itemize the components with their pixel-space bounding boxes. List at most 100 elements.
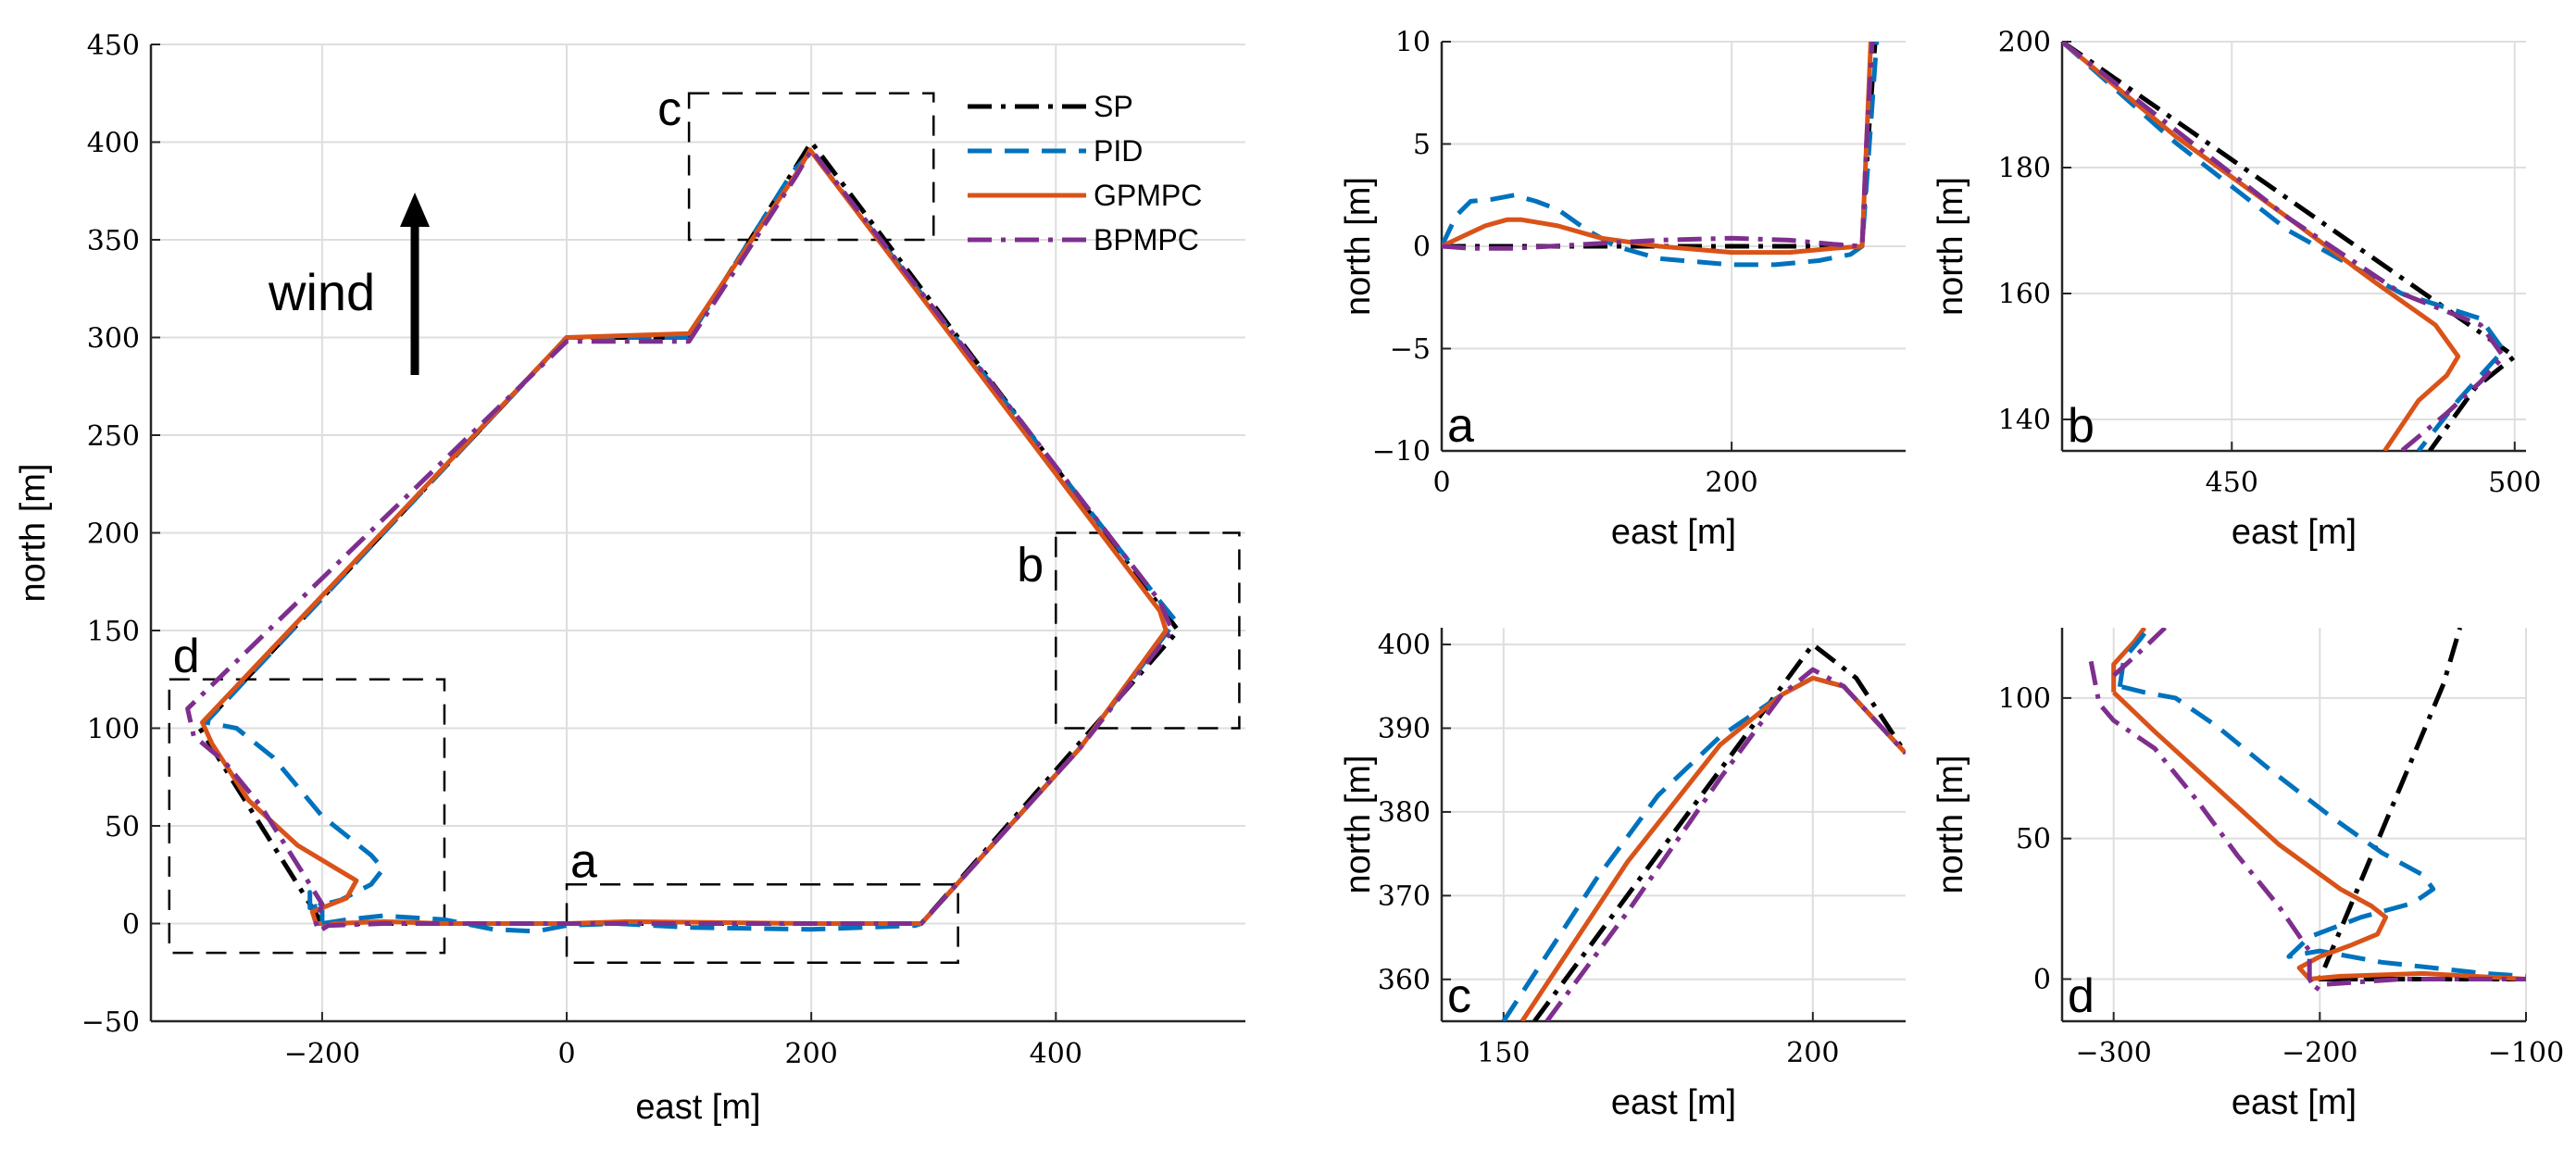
x-tick-label: 0 xyxy=(557,1038,575,1070)
zoom-box-label: d xyxy=(173,630,200,683)
x-tick-label: 500 xyxy=(2488,467,2541,499)
series-line-pid xyxy=(2121,684,2526,979)
chart-main: −200 0 200 400 −50 0 50 100 150 200 250 300 350 400 45… xyxy=(14,30,1245,1127)
series-group xyxy=(2088,628,2526,993)
series-line-gpmpc xyxy=(1442,42,1873,256)
x-tick-label: 400 xyxy=(1030,1038,1082,1070)
legend-label: PID xyxy=(1094,134,1143,168)
y-tick-label: 100 xyxy=(1998,682,2051,715)
y-tick-label: −50 xyxy=(81,1006,140,1039)
series-line-pid xyxy=(2117,628,2151,688)
y-tick-label: 380 xyxy=(1378,796,1431,829)
y-tick-label: 180 xyxy=(1998,153,2051,185)
panel-label-a: a xyxy=(1447,399,1474,453)
y-tick-label: 370 xyxy=(1378,880,1431,913)
series-line-pid xyxy=(1501,675,1906,1021)
wind-label: wind xyxy=(268,263,375,321)
series-line-pid xyxy=(2062,42,2507,451)
y-tick-label: 5 xyxy=(1413,129,1431,161)
zoom-box-c xyxy=(687,92,935,242)
x-tick-label: −200 xyxy=(2282,1037,2357,1069)
y-tick-label: 200 xyxy=(1998,27,2051,59)
y-tick-label: 350 xyxy=(87,225,140,257)
y-axis-label: north [m] xyxy=(1339,177,1378,316)
series-group xyxy=(1501,642,1906,1021)
series-group xyxy=(2062,42,2518,451)
y-tick-label: 0 xyxy=(1413,231,1431,264)
y-tick-label: 50 xyxy=(105,811,140,843)
y-tick-label: 160 xyxy=(1998,279,2051,311)
legend: SP PID GPMPC BPMPC xyxy=(968,90,1202,256)
series-group xyxy=(185,140,1181,934)
wind-arrow-head-icon xyxy=(400,193,430,227)
series-group xyxy=(1442,42,1880,268)
x-axis-label: east [m] xyxy=(1611,513,1736,552)
series-line-gpmpc xyxy=(2062,42,2461,451)
series-line-sp xyxy=(1532,642,1906,1021)
series-line-pid xyxy=(203,149,1179,934)
series-line-pid xyxy=(1442,42,1880,268)
y-tick-label: −5 xyxy=(1390,333,1431,366)
x-tick-label: 200 xyxy=(1786,1037,1839,1069)
series-line-sp xyxy=(2317,628,2526,981)
series-line-gpmpc xyxy=(2111,628,2147,693)
y-tick-label: 360 xyxy=(1378,964,1431,996)
panel-label-c: c xyxy=(1447,969,1471,1023)
series-line-bpmpc xyxy=(185,147,1175,932)
legend-label: SP xyxy=(1094,90,1133,123)
y-tick-label: 0 xyxy=(122,908,140,941)
y-tick-label: 390 xyxy=(1378,713,1431,745)
legend-label: BPMPC xyxy=(1094,223,1199,256)
y-axis-label: north [m] xyxy=(14,464,53,603)
panel-label-d: d xyxy=(2068,969,2095,1023)
y-tick-label: 140 xyxy=(1998,405,2051,437)
series-line-bpmpc xyxy=(2088,660,2526,993)
y-tick-label: 50 xyxy=(2016,823,2051,856)
chart-c: 150 200 360 370 380 390 400 east [m] north [m] c xyxy=(1339,628,1906,1122)
series-line-bpmpc xyxy=(2112,628,2168,678)
zoom-box-b xyxy=(1055,531,1241,730)
y-tick-label: 100 xyxy=(87,713,140,745)
series-line-bpmpc xyxy=(2062,42,2507,451)
zoom-box-label: b xyxy=(1017,539,1044,593)
series-line-bpmpc xyxy=(1442,42,1875,251)
y-tick-label: 200 xyxy=(87,518,140,550)
y-axis-label: north [m] xyxy=(1932,177,1970,316)
chart-b: 450 500 140 160 180 200 east [m] north [m] b xyxy=(1932,27,2541,553)
x-tick-label: −200 xyxy=(284,1038,360,1070)
y-tick-label: 400 xyxy=(87,127,140,159)
zoom-box-label: a xyxy=(570,834,597,888)
y-tick-label: 450 xyxy=(87,30,140,62)
series-line-gpmpc xyxy=(1519,675,1906,1021)
y-tick-label: −10 xyxy=(1372,436,1431,468)
y-axis-label: north [m] xyxy=(1339,756,1378,894)
y-tick-label: 300 xyxy=(87,322,140,355)
y-tick-label: 150 xyxy=(87,616,140,648)
series-line-sp xyxy=(2062,42,2518,451)
x-tick-label: 200 xyxy=(1705,467,1757,499)
y-tick-label: 400 xyxy=(1378,630,1431,662)
chart-d: −300 −200 −100 0 50 100 east [m] north [m] d xyxy=(1932,628,2564,1122)
series-line-gpmpc xyxy=(2111,690,2526,981)
zoom-box-label: c xyxy=(657,82,682,136)
y-tick-label: 10 xyxy=(1395,27,1431,59)
chart-a: 0 200 −10 −5 0 5 10 east [m] north [m] a xyxy=(1339,27,1906,552)
x-tick-label: 0 xyxy=(1432,467,1450,499)
x-tick-label: 200 xyxy=(785,1038,838,1070)
series-line-bpmpc xyxy=(1544,667,1906,1021)
x-axis-label: east [m] xyxy=(2232,1083,2357,1122)
x-tick-label: 150 xyxy=(1477,1037,1530,1069)
legend-label: GPMPC xyxy=(1094,179,1202,212)
x-axis-label: east [m] xyxy=(1611,1083,1736,1122)
x-axis-label: east [m] xyxy=(635,1088,760,1127)
x-axis-label: east [m] xyxy=(2232,513,2357,552)
panel-label-b: b xyxy=(2068,399,2095,453)
x-tick-label: 450 xyxy=(2206,467,2258,499)
wind-annotation: wind xyxy=(268,193,430,375)
zoom-box-d xyxy=(168,678,446,955)
y-tick-label: 250 xyxy=(87,420,140,453)
x-tick-label: −300 xyxy=(2075,1037,2151,1069)
y-tick-label: 0 xyxy=(2033,964,2051,996)
y-axis-label: north [m] xyxy=(1932,756,1970,894)
